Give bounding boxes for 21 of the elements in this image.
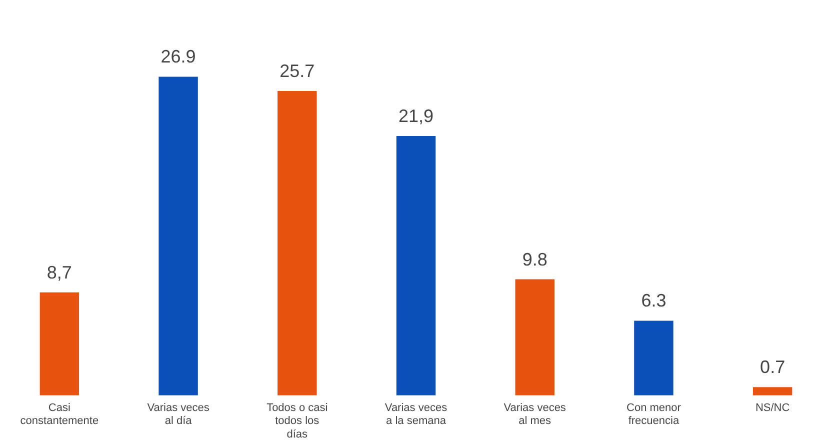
data-label: 21,9	[398, 106, 434, 126]
bar	[515, 279, 554, 396]
bar	[396, 136, 436, 396]
x-tick-label: NS/NC	[755, 402, 790, 414]
data-label: 6.3	[641, 290, 666, 311]
bar	[752, 387, 792, 396]
bar	[40, 292, 80, 396]
data-label: 8,7	[46, 262, 72, 282]
x-tick-label: Todos o casi todos los días	[266, 402, 328, 440]
data-label: 9.8	[522, 249, 548, 270]
data-label: 0.7	[760, 357, 786, 378]
bar	[278, 90, 317, 396]
x-tick-label: Con menor frecuencia	[626, 402, 682, 428]
data-label: 25.7	[280, 60, 315, 81]
x-tick-label: Varias veces al día	[147, 402, 210, 428]
x-tick-label: Varias veces al mes	[504, 402, 566, 428]
x-tick-label: Varias veces a la semana	[384, 402, 448, 428]
bar	[158, 76, 198, 396]
data-label: 26.9	[160, 46, 196, 67]
x-tick-label: Casi constantemente	[20, 402, 99, 428]
bar	[634, 320, 674, 396]
